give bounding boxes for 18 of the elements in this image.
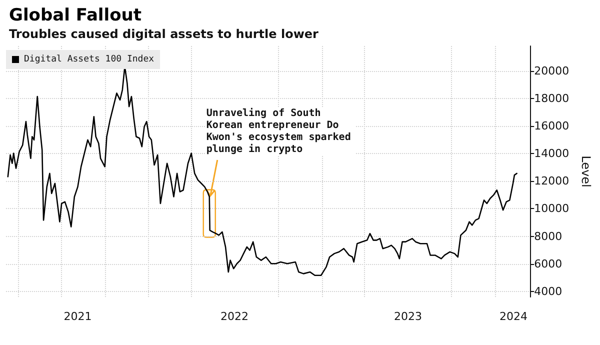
annotation: Unraveling of South Korean entrepreneur Do Kwon's ecosystem sparked plunge in crypto bbox=[206, 108, 356, 156]
y-axis-title: Level bbox=[579, 156, 593, 188]
y-tick-label: 12000 bbox=[534, 174, 570, 188]
y-tick-label: 20000 bbox=[534, 64, 570, 78]
chart-subtitle: Troubles caused digital assets to hurtle lower bbox=[9, 27, 319, 41]
y-tick-label: 14000 bbox=[534, 147, 570, 160]
x-tick-label: 2023 bbox=[394, 310, 422, 323]
y-tick-label: 6000 bbox=[534, 257, 562, 270]
chart-title: Global Fallout bbox=[9, 6, 142, 26]
y-tick-label: 8000 bbox=[534, 230, 562, 243]
y-tick-label: 18000 bbox=[534, 92, 570, 105]
y-tick-label: 4000 bbox=[534, 284, 562, 298]
x-tick-label: 2022 bbox=[220, 310, 249, 323]
x-tick-label: 2024 bbox=[499, 310, 528, 323]
y-tick-label: 10000 bbox=[534, 202, 570, 216]
x-tick-label: 2021 bbox=[64, 310, 92, 323]
legend-label: Digital Assets 100 Index bbox=[24, 54, 155, 64]
y-tick-label: 16000 bbox=[534, 119, 570, 132]
